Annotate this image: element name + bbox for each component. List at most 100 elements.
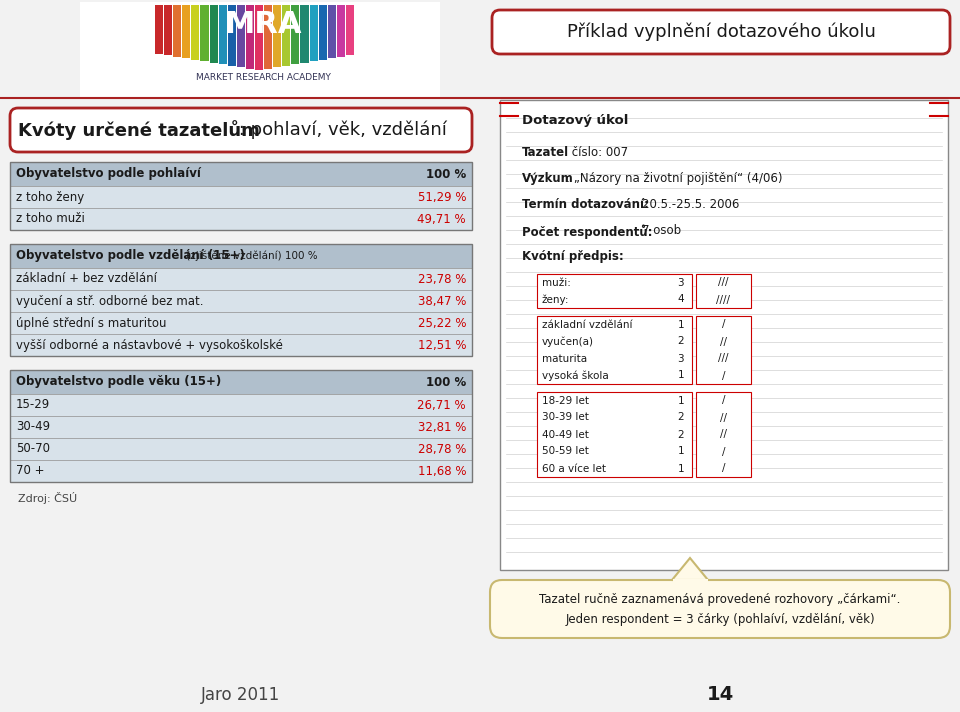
Polygon shape — [672, 558, 708, 580]
Bar — [537, 316, 692, 384]
Bar — [10, 416, 472, 438]
Bar — [182, 5, 190, 58]
Bar — [274, 5, 281, 67]
Bar — [10, 162, 472, 230]
Bar — [219, 5, 227, 64]
Text: 51,29 %: 51,29 % — [418, 191, 466, 204]
Bar — [292, 5, 300, 64]
Bar — [500, 100, 948, 570]
Text: 38,47 %: 38,47 % — [418, 295, 466, 308]
Text: /: / — [722, 320, 725, 330]
Text: Zdroj: ČSÚ: Zdroj: ČSÚ — [18, 492, 77, 504]
Text: ženy:: ženy: — [542, 294, 569, 305]
Bar — [10, 186, 472, 208]
Bar — [10, 244, 472, 268]
Text: 20.5.-25.5. 2006: 20.5.-25.5. 2006 — [642, 198, 739, 211]
Text: Dotazový úkol: Dotazový úkol — [522, 114, 629, 127]
Text: 1: 1 — [678, 464, 684, 473]
Bar — [10, 244, 472, 356]
FancyBboxPatch shape — [490, 580, 950, 638]
Text: Obyvatelstvo podle pohlaíví: Obyvatelstvo podle pohlaíví — [16, 167, 201, 181]
Text: 11,68 %: 11,68 % — [418, 464, 466, 478]
Text: //: // — [720, 429, 727, 439]
Bar — [10, 370, 472, 394]
Bar — [282, 5, 290, 66]
Bar — [10, 162, 472, 186]
Bar — [164, 5, 172, 55]
Text: z toho muži: z toho muži — [16, 212, 84, 226]
Text: Kvótní předpis:: Kvótní předpis: — [522, 250, 624, 263]
Bar — [10, 394, 472, 416]
Text: 3: 3 — [678, 278, 684, 288]
Bar — [10, 370, 472, 482]
Text: /: / — [722, 464, 725, 473]
Text: 15-29: 15-29 — [16, 399, 50, 412]
Bar — [237, 5, 245, 67]
Bar — [246, 5, 254, 68]
Text: //: // — [720, 412, 727, 422]
Text: základní vzdělání: základní vzdělání — [542, 320, 633, 330]
Bar — [337, 5, 345, 56]
Text: //: // — [720, 337, 727, 347]
Text: MRA: MRA — [225, 10, 301, 39]
Bar — [10, 334, 472, 356]
Text: vyučen(a): vyučen(a) — [542, 336, 594, 347]
Text: Výzkum: Výzkum — [522, 172, 574, 185]
Text: úplné střední s maturitou: úplné střední s maturitou — [16, 317, 166, 330]
Bar — [309, 5, 318, 61]
Bar — [537, 274, 692, 308]
Bar — [696, 316, 751, 384]
Text: 1: 1 — [678, 320, 684, 330]
Text: 30-49: 30-49 — [16, 421, 50, 434]
Text: Obyvatelstvo podle věku (15+): Obyvatelstvo podle věku (15+) — [16, 375, 221, 389]
Text: 32,81 %: 32,81 % — [418, 421, 466, 434]
Text: /: / — [722, 395, 725, 406]
Bar — [537, 392, 692, 477]
Text: číslo: 007: číslo: 007 — [568, 146, 628, 159]
Text: 12,51 %: 12,51 % — [418, 338, 466, 352]
Bar — [264, 5, 273, 68]
Bar — [696, 274, 751, 308]
Text: Tazatel: Tazatel — [522, 146, 569, 159]
Bar — [696, 392, 751, 477]
Text: 40-49 let: 40-49 let — [542, 429, 588, 439]
Text: 23,78 %: 23,78 % — [418, 273, 466, 286]
Text: 100 %: 100 % — [425, 167, 466, 181]
Text: 30-39 let: 30-39 let — [542, 412, 588, 422]
Text: z toho ženy: z toho ženy — [16, 191, 84, 204]
Text: 3: 3 — [678, 353, 684, 364]
Text: 18-29 let: 18-29 let — [542, 395, 589, 406]
Text: Jeden respondent = 3 čárky (pohlaíví, vzdělání, věk): Jeden respondent = 3 čárky (pohlaíví, vz… — [565, 614, 875, 627]
Text: 2: 2 — [678, 412, 684, 422]
Text: (zjištěné vzdělání) 100 %: (zjištěné vzdělání) 100 % — [182, 251, 317, 261]
Text: /: / — [722, 370, 725, 380]
Text: Příklad vyplnění dotazového úkolu: Příklad vyplnění dotazového úkolu — [566, 23, 876, 41]
Text: maturita: maturita — [542, 353, 588, 364]
Text: 100 %: 100 % — [425, 375, 466, 389]
Bar — [173, 5, 181, 56]
Bar — [10, 208, 472, 230]
Bar — [155, 5, 163, 53]
Text: vyučení a stř. odborné bez mat.: vyučení a stř. odborné bez mat. — [16, 295, 204, 308]
Text: 1: 1 — [678, 446, 684, 456]
Bar — [255, 5, 263, 70]
Text: MARKET RESEARCH ACADEMY: MARKET RESEARCH ACADEMY — [196, 73, 330, 82]
Text: /: / — [722, 446, 725, 456]
Text: vysoká škola: vysoká škola — [542, 370, 609, 381]
Text: vyšší odborné a nástavbové + vysokoškolské: vyšší odborné a nástavbové + vysokoškols… — [16, 338, 283, 352]
Text: Obyvatelstvo podle vzdělání (15+): Obyvatelstvo podle vzdělání (15+) — [16, 249, 245, 263]
Text: muži:: muži: — [542, 278, 571, 288]
Bar — [10, 438, 472, 460]
Text: 1: 1 — [678, 370, 684, 380]
Bar — [228, 5, 236, 66]
Text: 25,22 %: 25,22 % — [418, 317, 466, 330]
Text: ///: /// — [718, 353, 729, 364]
Bar — [80, 2, 440, 97]
Text: 49,71 %: 49,71 % — [418, 212, 466, 226]
Text: 14: 14 — [707, 686, 733, 704]
Bar — [346, 5, 354, 55]
Bar — [300, 5, 308, 63]
Bar — [327, 5, 336, 58]
Text: 28,78 %: 28,78 % — [418, 442, 466, 456]
Text: : „Názory na životní pojištění“ (4/06): : „Názory na životní pojištění“ (4/06) — [566, 172, 782, 185]
